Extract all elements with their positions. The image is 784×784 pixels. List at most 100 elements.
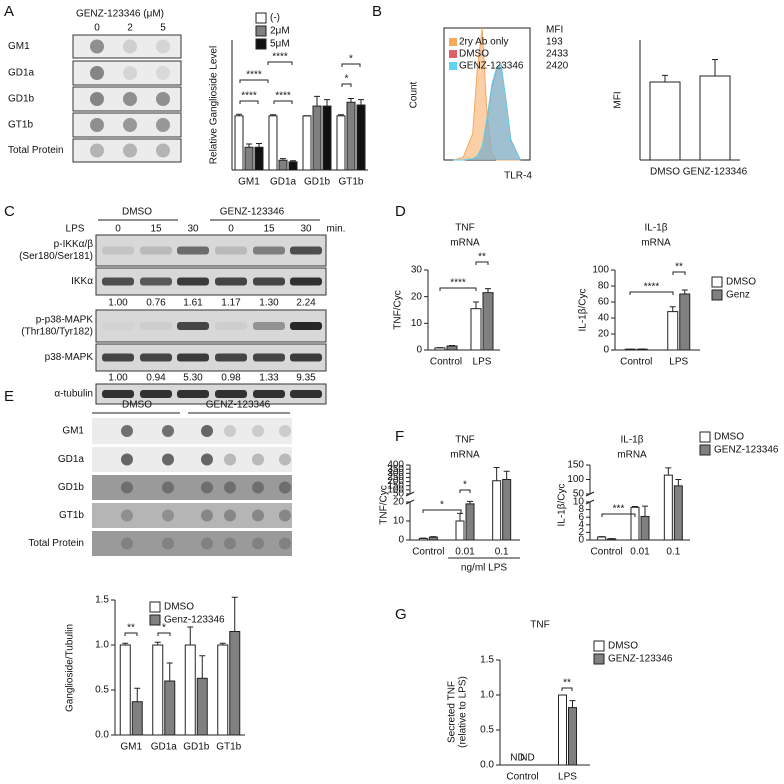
bar: [312, 105, 322, 171]
blot-dot: [162, 453, 174, 466]
lane-unit: min.: [327, 224, 346, 235]
chart-title: TNF: [530, 620, 549, 631]
blot-dot: [90, 92, 104, 106]
y-tick-label: 80: [598, 281, 610, 292]
y-axis-label: Count: [409, 81, 420, 108]
significance-label: *: [440, 500, 444, 511]
x-tick-label: Control: [620, 357, 652, 368]
bar: [558, 694, 567, 766]
blot-strip: [95, 267, 327, 296]
mfi-value: 2420: [546, 61, 569, 72]
value-label: ND: [510, 753, 524, 764]
blot-band: [102, 353, 134, 362]
blot-dot: [201, 425, 213, 437]
error-bar: [246, 143, 252, 148]
significance-bracket: [422, 509, 462, 513]
significance-bracket: [475, 261, 489, 265]
bar: [234, 115, 244, 171]
significance-label: ****: [644, 282, 660, 293]
y-tick-label: 200: [387, 476, 404, 487]
blot-band: [253, 322, 285, 330]
mfi-header: MFI: [546, 25, 563, 36]
blot-band: [215, 390, 247, 398]
blot-group: GENZ-123346: [220, 207, 285, 218]
blot-band: [140, 353, 172, 362]
blot-row-label: IKKα: [71, 276, 93, 287]
lane-label: 0: [115, 224, 121, 235]
y-axis-label: Relative Ganglioside Level: [209, 46, 220, 164]
mfi-value: 193: [546, 37, 563, 48]
bar: [244, 146, 254, 171]
panel-label: A: [4, 3, 14, 20]
blot-dot: [156, 143, 170, 158]
blot-band: [140, 246, 172, 255]
bar: [131, 701, 143, 736]
y-tick-label: 50: [393, 489, 405, 500]
blot-dot: [121, 481, 133, 494]
y-tick-label: 150: [567, 460, 584, 471]
error-bar: [154, 641, 161, 645]
error-bar: [270, 114, 276, 116]
panel-label: G: [395, 606, 407, 623]
error-bar: [681, 289, 688, 294]
blot-dot: [162, 425, 174, 437]
y-tick-label: 6: [578, 512, 584, 523]
mfi-value: 2433: [546, 49, 569, 60]
error-bar: [231, 596, 238, 632]
bar: [336, 115, 346, 171]
error-bar: [348, 98, 354, 103]
bar: [418, 537, 428, 541]
significance-bracket: [239, 100, 259, 104]
y-tick-label: 250: [387, 472, 404, 483]
bar: [673, 485, 683, 541]
x-tick-label: GM1: [120, 742, 142, 753]
blot-band: [215, 322, 247, 330]
lane-label: 30: [300, 224, 312, 235]
blot-band: [102, 390, 134, 398]
y-tick-label: 0: [578, 535, 584, 546]
x-tick-label: GD1a: [151, 742, 178, 753]
y-tick-label: 100: [387, 484, 404, 495]
blot-dot: [162, 509, 174, 522]
legend-label: DMSO: [714, 432, 744, 443]
x-tick-label: Control: [591, 547, 623, 558]
blot-dot: [252, 481, 264, 494]
error-bar: [314, 95, 320, 107]
bar: [428, 536, 438, 541]
panel-label: D: [395, 203, 406, 220]
x-tick-label: DMSO: [650, 167, 680, 178]
blot-dot: [279, 481, 291, 494]
blot-dot: [90, 66, 104, 80]
bar: [356, 104, 366, 171]
x-tick-label: Control: [430, 357, 462, 368]
error-bar: [473, 301, 479, 309]
y-tick-label: 350: [387, 464, 404, 475]
blot-band: [102, 277, 134, 286]
bar: [502, 479, 512, 541]
bar: [482, 292, 494, 351]
y-axis-label: Secreted TNF: [447, 681, 458, 743]
y-tick-label: 20: [393, 497, 405, 508]
y-tick-label: 150: [387, 480, 404, 491]
bar: [152, 644, 164, 736]
y-tick-label: 10: [573, 497, 585, 508]
quant-value: 1.17: [221, 298, 241, 309]
x-tick-label: 0.1: [495, 547, 509, 558]
panel-label: E: [4, 388, 14, 405]
blot-band: [102, 322, 134, 330]
error-bar: [467, 500, 473, 504]
blot-strip: [95, 343, 327, 372]
blot-group: GENZ-123346: [206, 400, 271, 411]
x-tick-label: Control: [412, 547, 444, 558]
blot-row-label: p-p38-MAPK: [36, 315, 94, 326]
bar: [640, 515, 650, 541]
significance-bracket: [459, 489, 471, 493]
blot-dot: [123, 143, 137, 158]
blot-band: [140, 322, 172, 330]
y-tick-label: 8: [578, 504, 584, 515]
y-tick-label: 1.5: [95, 595, 109, 606]
blot-dot: [252, 453, 264, 466]
bar: [278, 159, 288, 171]
legend-label: Genz: [726, 290, 750, 301]
